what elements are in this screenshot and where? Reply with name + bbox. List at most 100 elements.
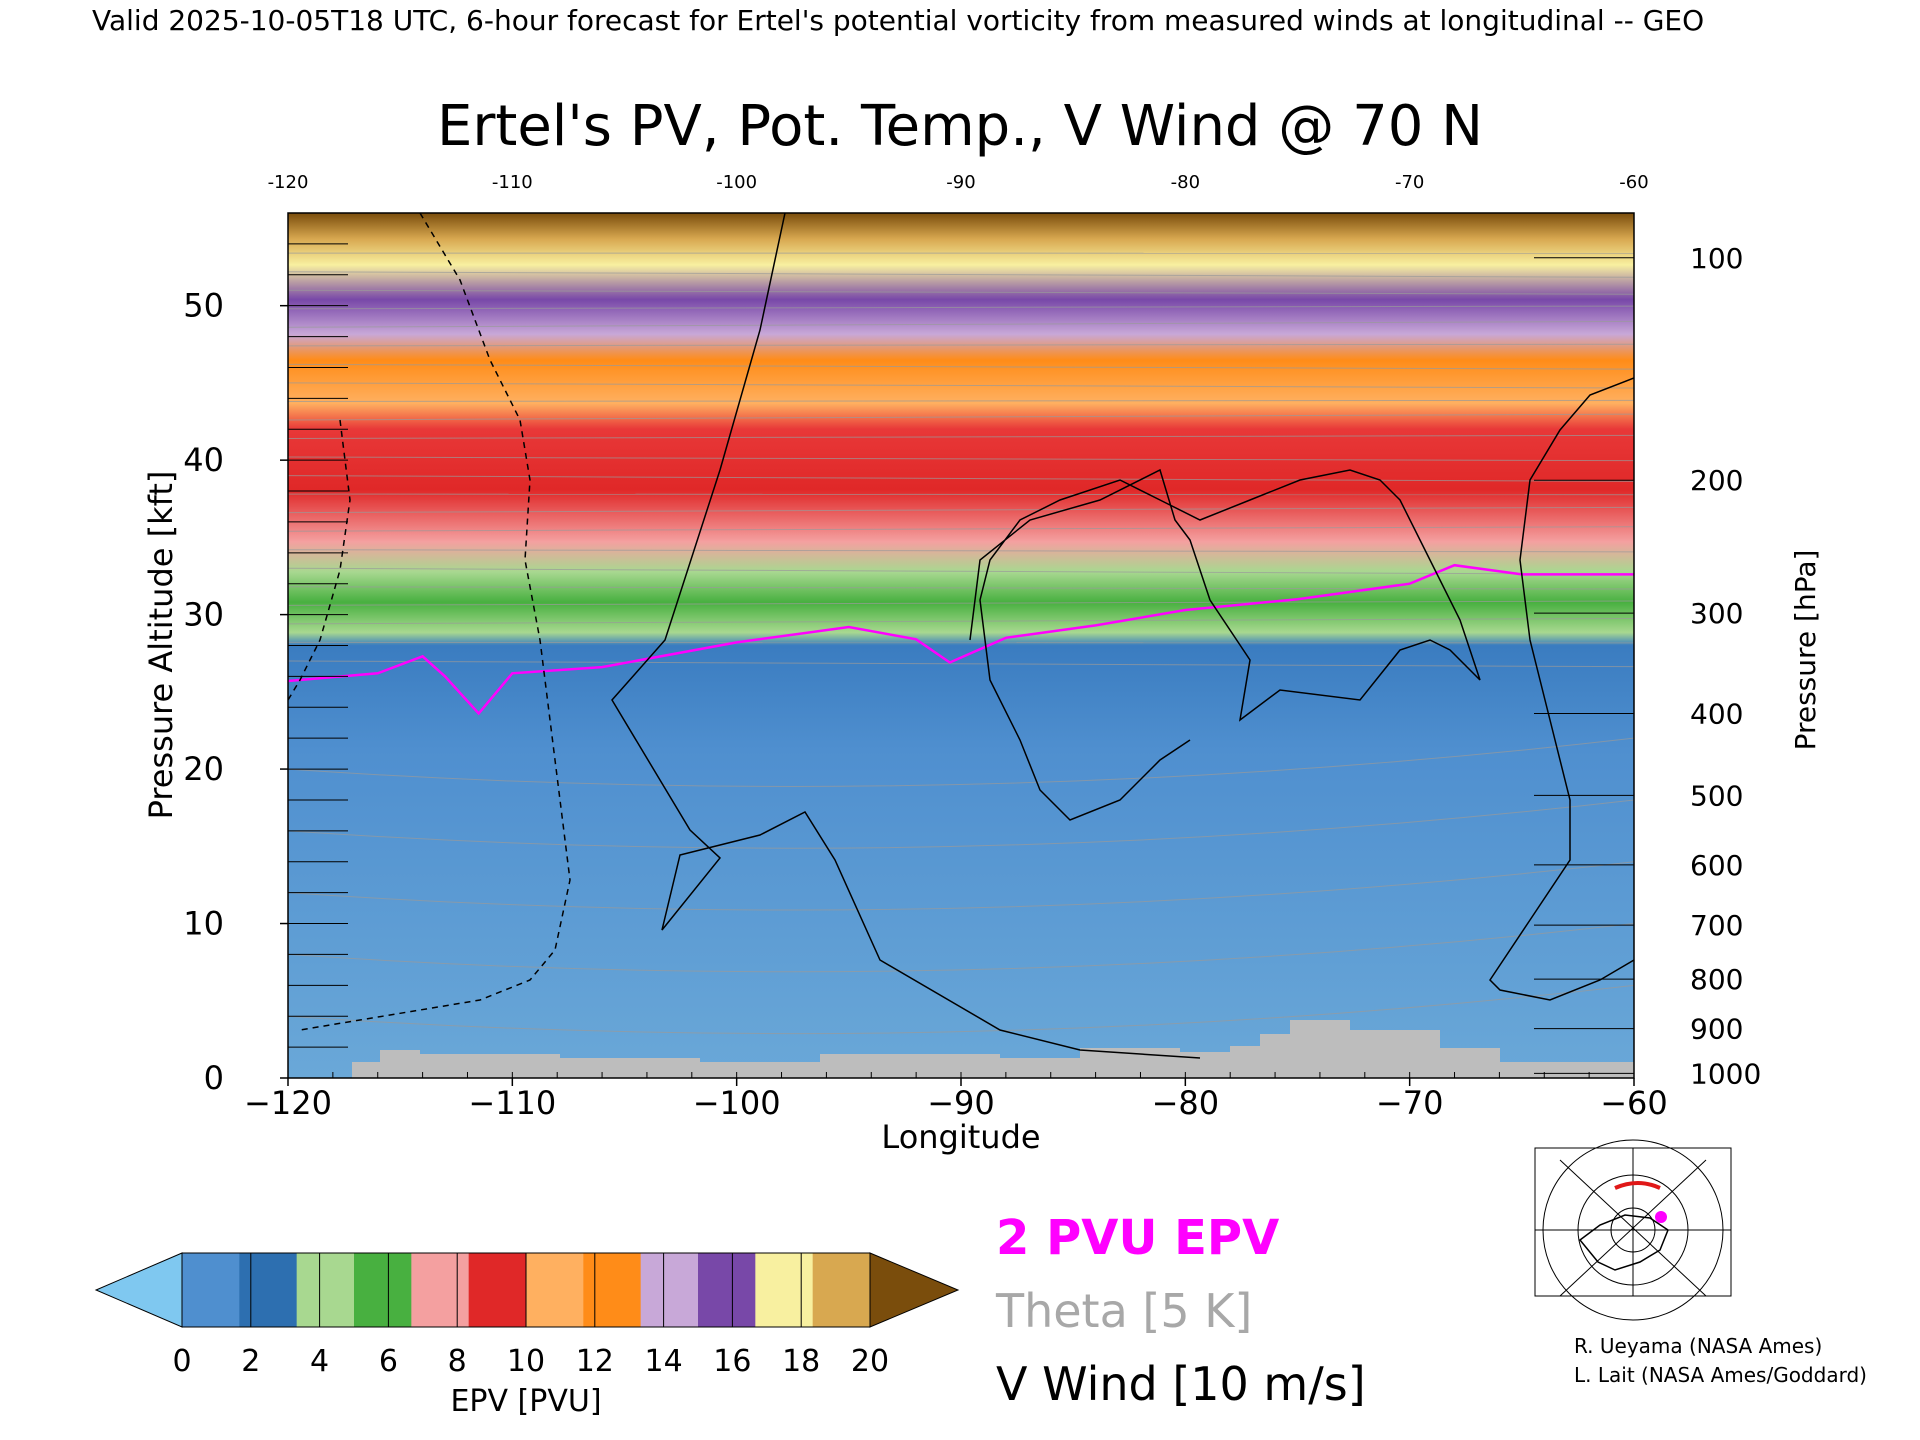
legend-theta: Theta [5 K] <box>995 1284 1252 1338</box>
pressure-tick-label: 900 <box>1690 1013 1743 1046</box>
colorbar-cell <box>354 1253 412 1327</box>
theta-contour-line <box>288 456 1634 462</box>
theta-contour-line <box>288 567 1634 575</box>
chart-title: Ertel's PV, Pot. Temp., V Wind @ 70 N <box>437 94 1483 159</box>
plot-area <box>287 212 1635 1079</box>
colorbar-tick-labels: 0 2 4 6 8 10 12 14 16 18 20 <box>172 1253 889 1379</box>
vwind-contour-neg-ten-b <box>288 419 351 701</box>
valid-time-line: Valid 2025-10-05T18 UTC, 6-hour forecast… <box>92 4 1704 37</box>
x-tick-label: −120 <box>244 1084 332 1122</box>
y-tick-label: 0 <box>204 1059 224 1097</box>
colorbar-cell <box>526 1253 584 1327</box>
colorbar-cell <box>239 1253 298 1327</box>
theta-contour-line <box>288 506 1634 514</box>
theta-contour-line <box>288 984 1634 1035</box>
colorbar: 0 2 4 6 8 10 12 14 16 18 20 EPV [PVU] <box>94 1252 960 1419</box>
terrain <box>288 1020 1634 1078</box>
y-tick-label: 50 <box>183 287 224 325</box>
theta-contours <box>288 252 1634 1035</box>
y-tick-label: 40 <box>183 441 224 479</box>
epv-field <box>288 213 1634 1078</box>
theta-contour-line <box>288 320 1634 328</box>
pressure-tick-label: 200 <box>1690 464 1743 497</box>
colorbar-tick-label: 6 <box>379 1344 398 1379</box>
theta-contour-line <box>288 617 1634 625</box>
y-tick-label: 10 <box>183 905 224 943</box>
x-tick-label: −70 <box>1376 1084 1444 1122</box>
colorbar-tick-label: 0 <box>172 1344 191 1379</box>
pressure-tick-label: 100 <box>1690 242 1743 275</box>
colorbar-tick-label: 2 <box>241 1344 260 1379</box>
pressure-tick-label: 400 <box>1690 697 1743 730</box>
theta-contour-line <box>288 413 1634 421</box>
theta-contour-line <box>288 737 1634 787</box>
theta-contour-line <box>288 434 1634 440</box>
pressure-tick-label: 500 <box>1690 779 1743 812</box>
top-tick-label: -120 <box>268 172 309 193</box>
pressure-tick-label: 300 <box>1690 597 1743 630</box>
top-longitude-ticks: -120 -110 -100 -90 -80 -70 -60 <box>268 172 1649 193</box>
top-tick-label: -60 <box>1619 172 1648 193</box>
colorbar-cell <box>755 1253 814 1327</box>
x-tick-label: −100 <box>693 1084 781 1122</box>
theta-contour-line <box>288 305 1634 310</box>
colorbar-tick-label: 10 <box>507 1344 545 1379</box>
theta-contour-line <box>288 363 1634 370</box>
vwind-contour-ten <box>969 468 1481 821</box>
theta-contour-line <box>288 271 1634 278</box>
top-tick-label: -100 <box>716 172 757 193</box>
theta-contour-line <box>288 399 1634 402</box>
vwind-contour-zero-b <box>1489 377 1634 1001</box>
colorbar-cell <box>468 1253 527 1327</box>
theta-contour-line <box>288 475 1634 482</box>
legend-2pvu: 2 PVU EPV <box>996 1210 1279 1266</box>
credit-line-1: R. Ueyama (NASA Ames) <box>1574 1334 1823 1358</box>
x-tick-label: −90 <box>927 1084 995 1122</box>
y-axis: 0 10 20 30 40 50 <box>183 212 348 1097</box>
colorbar-cell <box>411 1253 470 1327</box>
theta-contour-line <box>288 861 1634 911</box>
colorbar-cell <box>640 1253 699 1327</box>
x-tick-label: −110 <box>468 1084 556 1122</box>
colorbar-cell <box>296 1253 355 1327</box>
theta-contour-line <box>288 799 1634 849</box>
top-tick-label: -70 <box>1395 172 1424 193</box>
top-tick-label: -110 <box>492 172 533 193</box>
pressure-tick-label: 800 <box>1690 963 1743 996</box>
vwind-contour-zero-a <box>611 213 1201 1059</box>
y-tick-label: 20 <box>183 750 224 788</box>
colorbar-cell <box>583 1253 642 1327</box>
top-tick-label: -90 <box>946 172 975 193</box>
x-tick-label: −60 <box>1600 1084 1668 1122</box>
pressure-tick-label: 600 <box>1690 849 1743 882</box>
theta-contour-line <box>288 923 1634 973</box>
credit-line-2: L. Lait (NASA Ames/Goddard) <box>1574 1363 1867 1387</box>
theta-contour-line <box>288 493 1634 496</box>
theta-contour-line <box>288 600 1634 606</box>
colorbar-over-triangle <box>869 1252 960 1328</box>
locator-map <box>1534 1139 1732 1321</box>
pressure-axis-label: Pressure [hPa] <box>1789 550 1822 751</box>
legend-vwind: V Wind [10 m/s] <box>996 1357 1366 1411</box>
colorbar-tick-label: 8 <box>448 1344 467 1379</box>
pressure-tick-label: 700 <box>1690 909 1743 942</box>
colorbar-tick-label: 18 <box>782 1344 820 1379</box>
colorbar-cell <box>698 1253 756 1327</box>
colorbar-cells <box>181 1252 871 1328</box>
pressure-tick-label: 1000 <box>1690 1057 1761 1090</box>
theta-contour-line <box>288 289 1634 295</box>
theta-contour-line <box>288 549 1634 553</box>
x-axis: −120 −110 −100 −90 −80 −70 −60 <box>244 1072 1668 1122</box>
vwind-contour-neg-ten <box>299 213 571 1031</box>
colorbar-tick-label: 4 <box>310 1344 329 1379</box>
pressure-axis: 100 200 300 400 500 600 700 800 900 1000 <box>1534 242 1761 1090</box>
colorbar-cell <box>812 1253 871 1327</box>
theta-contour-line <box>288 586 1634 590</box>
colorbar-tick-label: 14 <box>645 1344 683 1379</box>
colorbar-tick-label: 12 <box>576 1344 614 1379</box>
tropopause-2pvu-contour <box>288 563 1634 716</box>
theta-contour-line <box>288 526 1634 532</box>
colorbar-cell <box>182 1253 240 1327</box>
theta-contour-line <box>288 660 1634 668</box>
